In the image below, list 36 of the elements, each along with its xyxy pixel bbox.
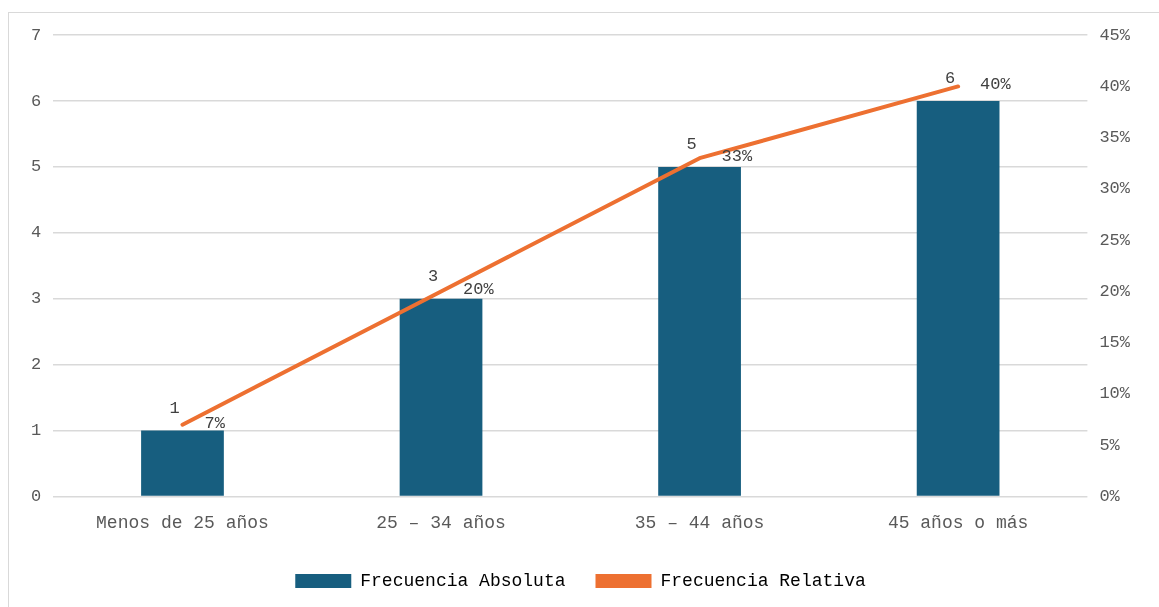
y2-tick-label: 15% bbox=[1099, 333, 1131, 353]
y-tick-label: 4 bbox=[31, 223, 42, 243]
y-tick-label: 3 bbox=[31, 289, 42, 309]
x-tick-label: Menos de 25 años bbox=[96, 512, 269, 533]
data-label: 6 bbox=[945, 69, 956, 89]
bar bbox=[141, 430, 224, 496]
bar bbox=[916, 101, 1000, 496]
bar bbox=[399, 298, 483, 496]
data-label: 3 bbox=[427, 266, 439, 286]
y2-tick-label: 40% bbox=[1099, 76, 1131, 96]
data-label: 20% bbox=[463, 280, 495, 300]
legend-label: Frecuencia Relativa bbox=[660, 570, 866, 591]
data-label: 40% bbox=[980, 75, 1012, 95]
legend-label: Frecuencia Absoluta bbox=[360, 570, 566, 591]
y-tick-label: 0 bbox=[31, 486, 42, 506]
x-tick-label: 45 años o más bbox=[887, 512, 1029, 533]
y2-tick-label: 35% bbox=[1099, 128, 1131, 148]
y2-tick-label: 45% bbox=[1099, 25, 1131, 45]
data-label: 33% bbox=[721, 147, 753, 167]
data-label: 7% bbox=[204, 413, 226, 433]
data-label: 5 bbox=[686, 134, 697, 154]
y2-tick-label: 10% bbox=[1099, 384, 1131, 404]
bar bbox=[658, 166, 741, 496]
data-label: 1 bbox=[169, 398, 180, 418]
y2-tick-label: 5% bbox=[1099, 435, 1121, 455]
y2-tick-label: 20% bbox=[1099, 281, 1131, 301]
y-tick-label: 2 bbox=[31, 355, 42, 375]
y2-tick-label: 30% bbox=[1099, 179, 1131, 199]
y2-tick-label: 25% bbox=[1099, 230, 1131, 250]
x-tick-label: 35 – 44 años bbox=[634, 512, 765, 533]
x-tick-label: 25 – 34 años bbox=[376, 512, 506, 533]
y-tick-label: 1 bbox=[31, 421, 42, 441]
y2-tick-label: 0% bbox=[1099, 486, 1121, 506]
y-tick-label: 5 bbox=[31, 157, 42, 177]
y-tick-label: 6 bbox=[31, 91, 42, 111]
y-tick-label: 7 bbox=[31, 25, 42, 45]
